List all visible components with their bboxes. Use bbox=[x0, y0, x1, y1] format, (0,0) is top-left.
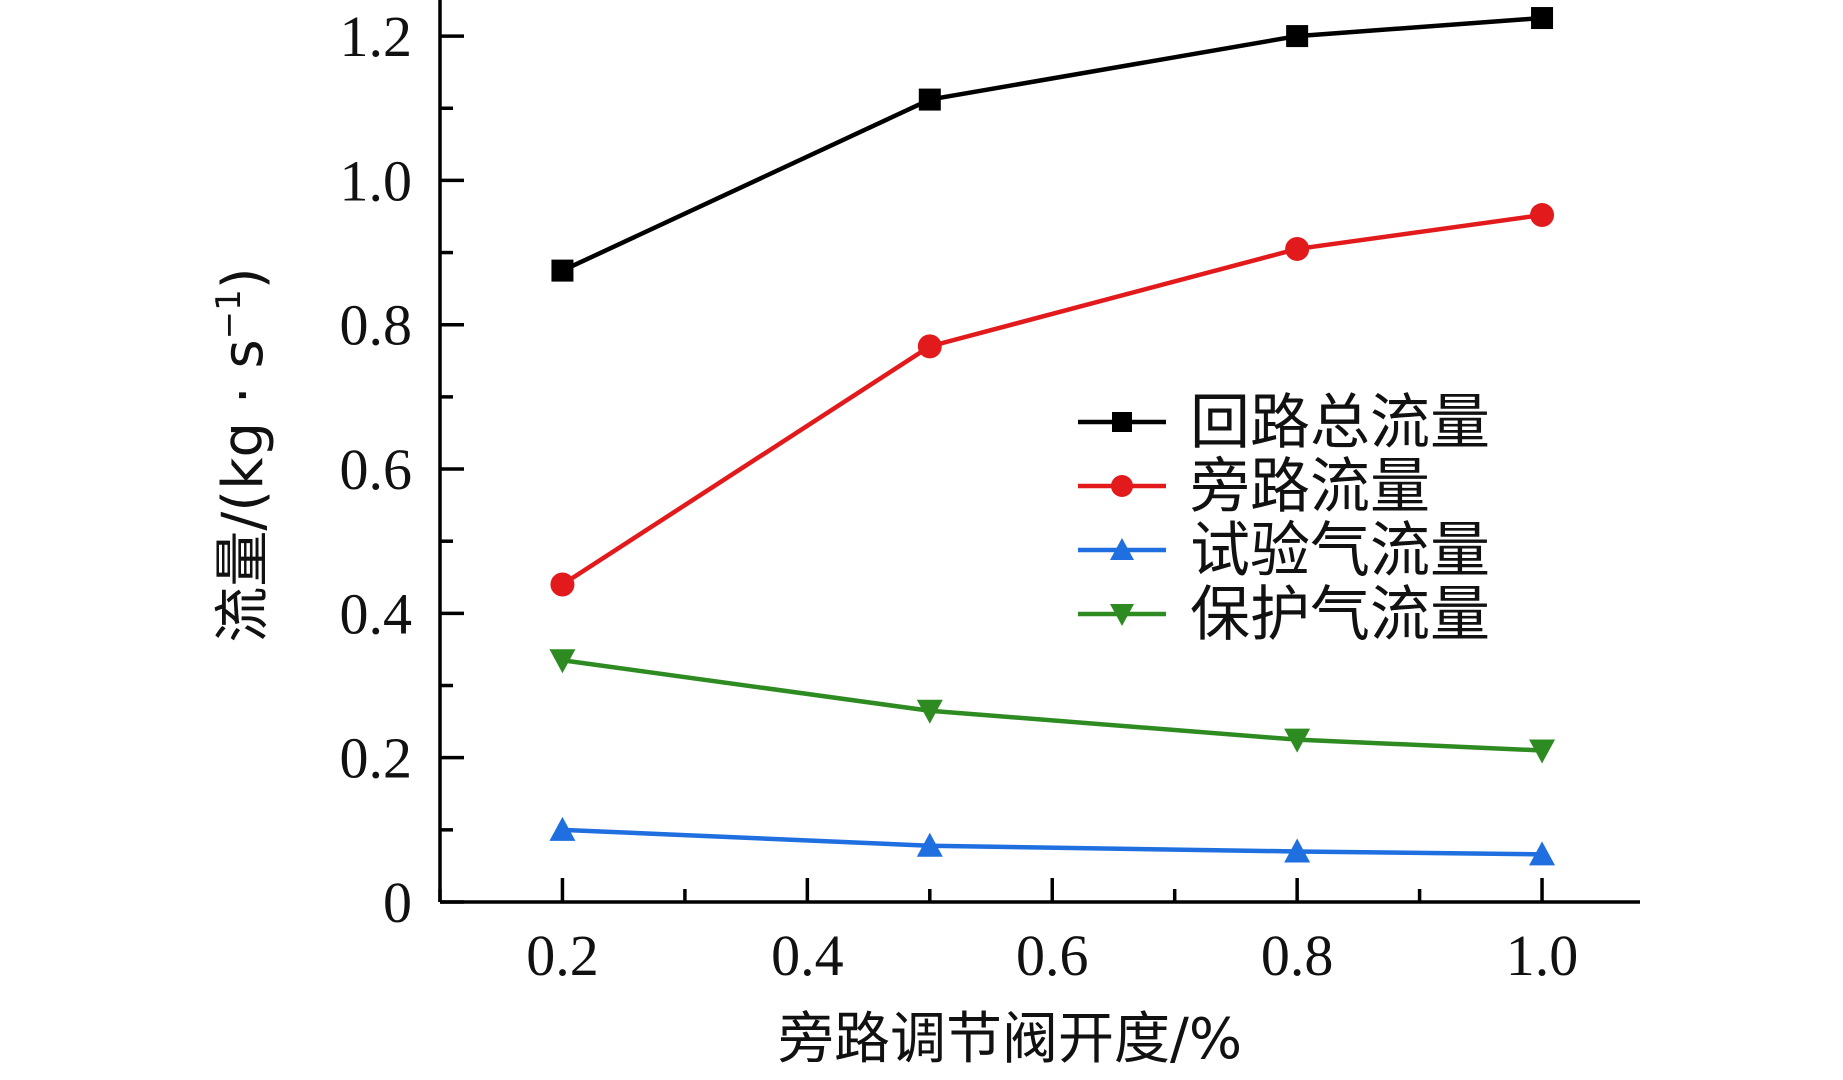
svg-text:流量/(kg · s−1): 流量/(kg · s−1) bbox=[209, 267, 276, 642]
legend-label: 旁路流量 bbox=[1190, 452, 1430, 522]
y-tick-label: 0.4 bbox=[340, 581, 413, 646]
series-2 bbox=[550, 203, 1555, 597]
data-point bbox=[1529, 739, 1556, 764]
y-axis-title-main: 流量/(kg · s bbox=[211, 339, 276, 642]
series-line bbox=[561, 15, 1543, 273]
y-tick-label: 0.2 bbox=[340, 726, 413, 791]
series-1 bbox=[551, 7, 1554, 282]
series-4 bbox=[549, 649, 1556, 764]
plot-area bbox=[549, 7, 1556, 866]
data-point bbox=[1284, 838, 1311, 863]
legend-marker bbox=[1110, 538, 1134, 560]
y-tick-label: 0 bbox=[383, 870, 412, 935]
data-point bbox=[1530, 203, 1555, 228]
data-point bbox=[1284, 728, 1311, 753]
legend-item: 回路总流量 bbox=[1078, 388, 1490, 458]
y-axis-title-close: ) bbox=[211, 267, 276, 289]
x-tick-label: 0.8 bbox=[1261, 923, 1334, 988]
data-point bbox=[549, 649, 576, 674]
y-axis-title: 流量/(kg · s−1) bbox=[209, 267, 276, 642]
legend-item: 旁路流量 bbox=[1078, 452, 1430, 522]
data-point bbox=[1531, 7, 1554, 30]
legend-label: 试验气流量 bbox=[1190, 516, 1490, 586]
legend-item: 试验气流量 bbox=[1078, 516, 1490, 586]
x-tick-label: 0.2 bbox=[526, 923, 599, 988]
data-point bbox=[916, 699, 943, 724]
axes: 0.2 0.4 0.6 0.8 1.0 0 0.2 0.4 0.6 0.8 1.0 1.2 bbox=[340, 0, 1640, 988]
series-3 bbox=[549, 816, 1556, 866]
data-point bbox=[1286, 25, 1309, 48]
legend-marker bbox=[1110, 604, 1134, 626]
data-point bbox=[549, 816, 576, 841]
series-line bbox=[562, 658, 1543, 753]
data-point bbox=[917, 334, 942, 359]
legend-marker bbox=[1111, 475, 1133, 497]
data-point bbox=[550, 572, 575, 597]
data-point bbox=[916, 832, 943, 857]
y-axis-title-superscript: −1 bbox=[209, 289, 249, 339]
series-line bbox=[561, 212, 1543, 587]
legend-marker bbox=[1112, 412, 1132, 432]
legend-label: 回路总流量 bbox=[1190, 388, 1490, 458]
legend-item: 保护气流量 bbox=[1078, 580, 1490, 650]
data-point bbox=[918, 88, 941, 111]
x-tick-label: 0.4 bbox=[771, 923, 844, 988]
x-axis-title: 旁路调节阀开度/% bbox=[778, 1007, 1242, 1072]
y-tick-label: 1.0 bbox=[340, 148, 413, 213]
y-tick-label: 1.2 bbox=[340, 4, 413, 69]
data-point bbox=[551, 259, 574, 282]
series-line bbox=[562, 827, 1543, 857]
x-tick-label: 0.6 bbox=[1016, 923, 1089, 988]
y-tick-label: 0.8 bbox=[340, 293, 413, 358]
data-point bbox=[1529, 841, 1556, 866]
legend-label: 保护气流量 bbox=[1190, 580, 1490, 650]
x-tick-label: 1.0 bbox=[1506, 923, 1579, 988]
data-point bbox=[1285, 236, 1310, 261]
y-tick-label: 0.6 bbox=[340, 437, 413, 502]
